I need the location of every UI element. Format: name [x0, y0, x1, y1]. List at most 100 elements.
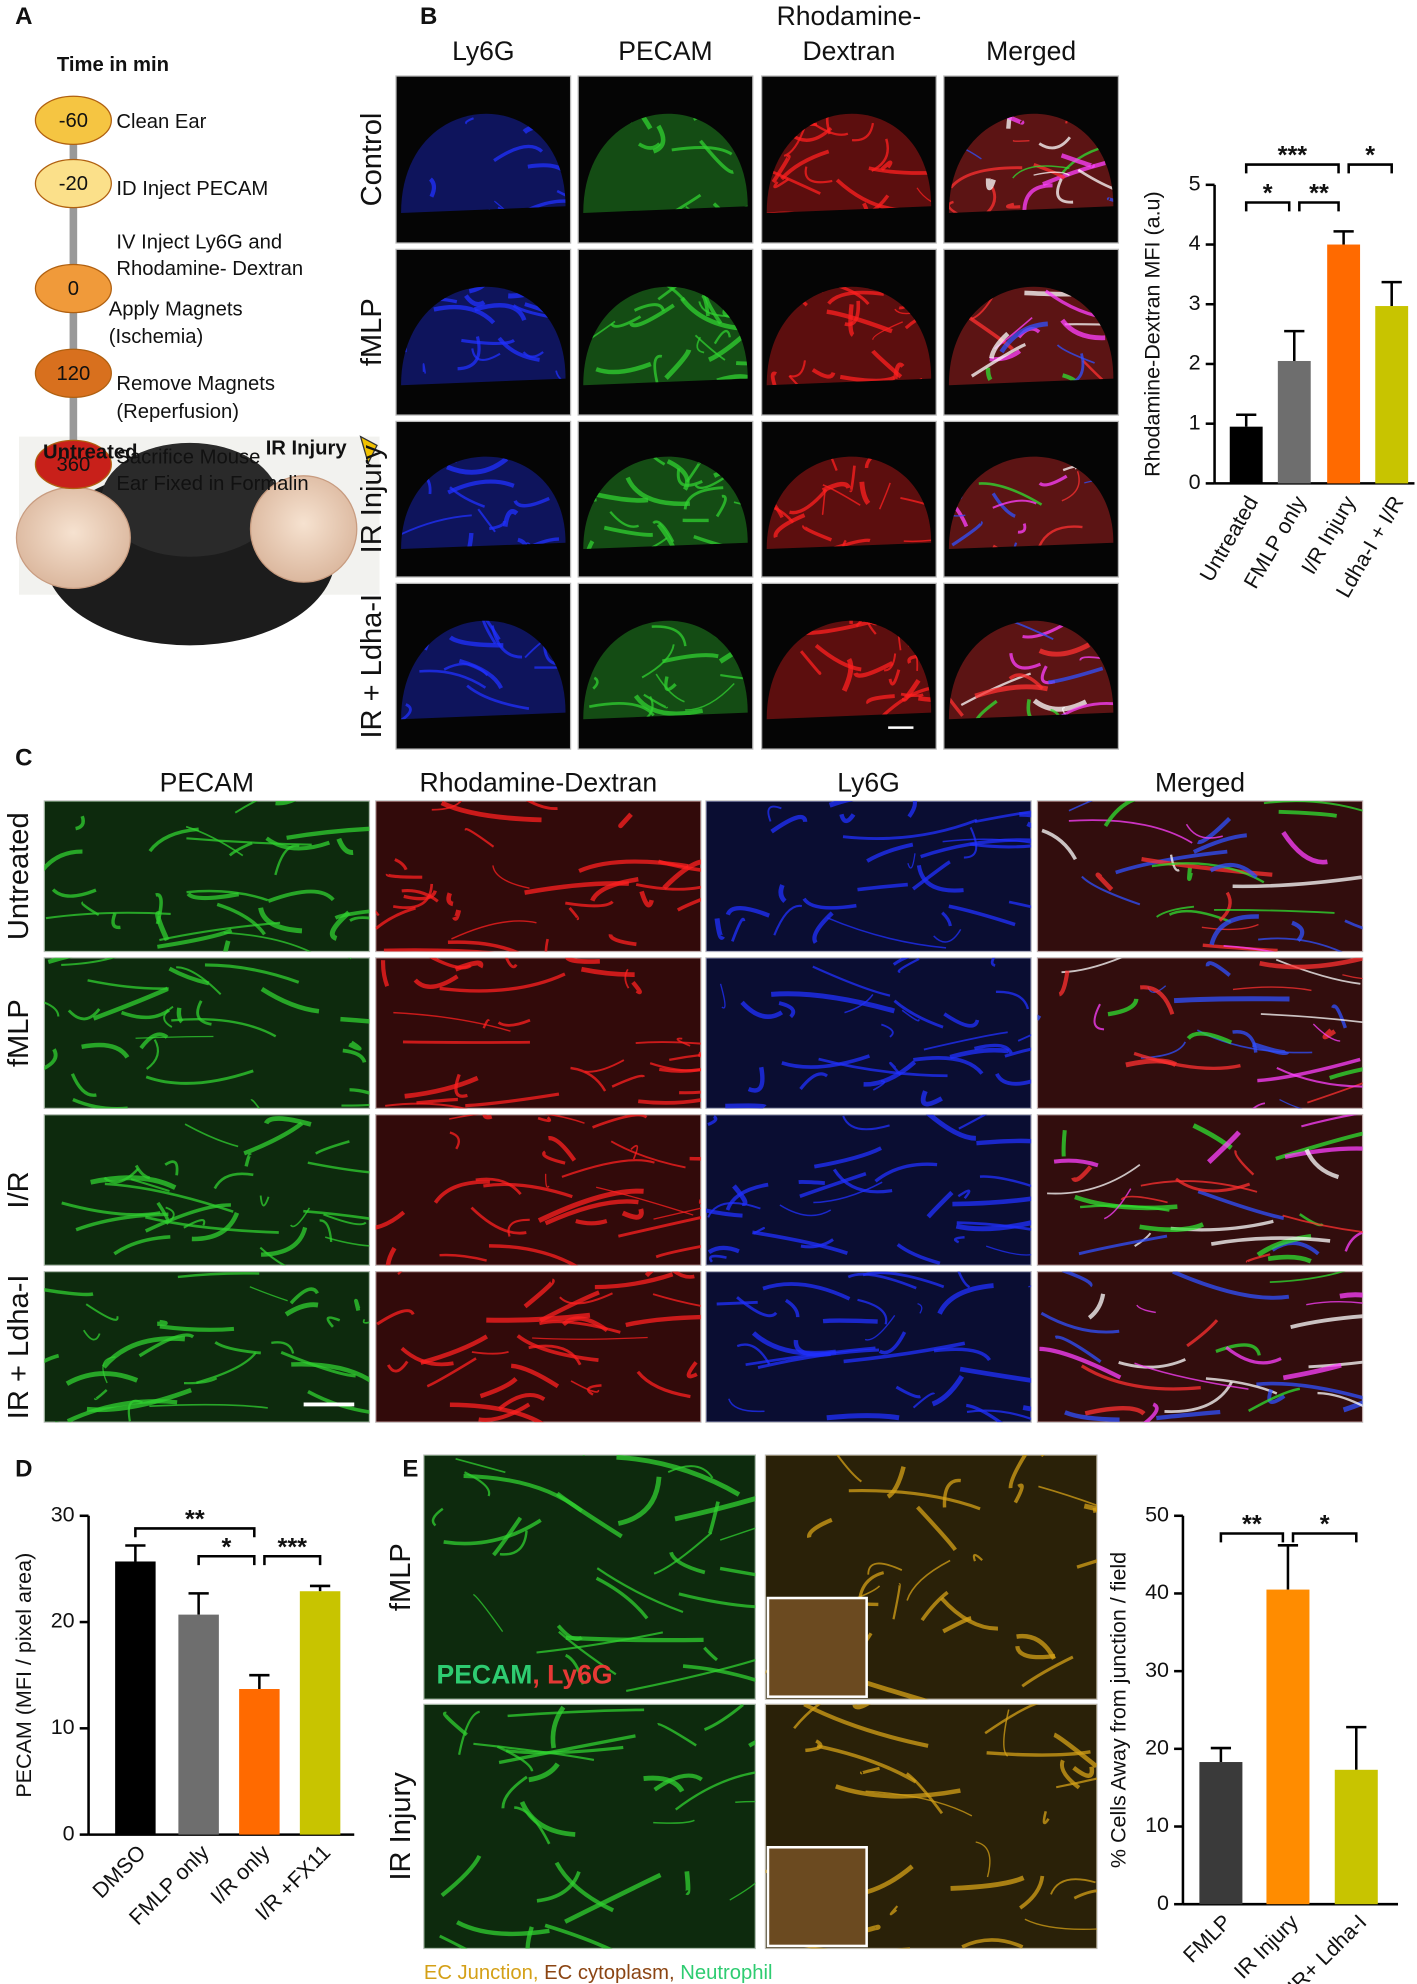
micrograph	[395, 582, 572, 750]
micrograph-vessel	[678, 1592, 756, 1609]
micrograph-vessel	[1186, 1031, 1233, 1045]
micrograph-vessel	[72, 1097, 128, 1109]
micrograph-vessel	[454, 1073, 468, 1098]
micrograph-vessel	[186, 837, 312, 846]
micrograph-vessel	[186, 892, 240, 901]
micrograph-vessel	[492, 865, 530, 889]
micrograph	[761, 248, 937, 416]
micrograph-vessel	[86, 1387, 192, 1413]
micrograph-vessel	[482, 1019, 490, 1029]
micrograph-vessel	[479, 1377, 518, 1399]
micrograph-vessel	[906, 1559, 951, 1601]
micrograph-vessel	[705, 1204, 743, 1218]
overlay-segment: PECAM	[436, 1659, 532, 1689]
micrograph-vessel	[431, 1507, 444, 1527]
micrograph-vessel	[1342, 965, 1363, 981]
micrograph-vessel	[907, 800, 917, 818]
micrograph-vessel	[878, 482, 891, 510]
micrograph-vessel	[580, 966, 635, 978]
micrograph-vessel	[1056, 344, 1095, 364]
micrograph-vessel	[168, 966, 210, 986]
micrograph-vessel	[788, 375, 815, 386]
timeline-node	[34, 158, 112, 209]
micrograph-vessel	[637, 142, 661, 150]
micrograph-vessel	[111, 912, 121, 930]
micrograph-vessel	[558, 1630, 617, 1676]
micrograph-vessel	[633, 694, 704, 716]
micrograph-vessel	[657, 859, 701, 874]
micrograph-vessel	[844, 620, 853, 624]
micrograph-vessel	[1047, 1163, 1141, 1195]
micrograph-detail	[1041, 800, 1363, 952]
bar	[239, 1689, 280, 1835]
micrograph-vessel	[164, 1160, 179, 1176]
timeline-step: Ear Fixed in Formalin	[116, 473, 308, 495]
micrograph	[761, 420, 937, 578]
micrograph-detail	[44, 957, 370, 1109]
micrograph-vessel	[818, 1057, 948, 1078]
micrograph-vessel	[1061, 1271, 1093, 1288]
micrograph-vessel	[863, 1060, 917, 1087]
overlay-label: PECAM, Ly6G	[436, 1659, 612, 1689]
micrograph-vessel	[651, 625, 687, 647]
micrograph-vessel	[592, 676, 599, 690]
micrograph-vessel	[492, 1516, 523, 1557]
micrograph-vessel	[1342, 1386, 1363, 1413]
micrograph-vessel	[699, 139, 734, 174]
micrograph-vessel	[1103, 1188, 1132, 1220]
micrograph	[761, 75, 937, 244]
micrograph-vessel	[274, 844, 300, 876]
micrograph-vessel	[534, 663, 566, 669]
micrograph-vessel	[888, 669, 901, 686]
micrograph-vessel	[953, 1235, 965, 1244]
micrograph-vessel	[401, 514, 472, 536]
micrograph-detail	[439, 1704, 756, 1949]
micrograph-vessel	[731, 917, 746, 942]
micrograph-vessel	[813, 1181, 883, 1204]
micrograph-vessel	[324, 1236, 370, 1247]
micrograph-vessel	[439, 972, 566, 993]
micrograph-vessel	[933, 928, 962, 943]
micrograph-vessel	[842, 1115, 890, 1131]
micrograph-vessel	[85, 1303, 119, 1321]
micrograph-vessel	[184, 1123, 239, 1148]
micrograph-vessel	[608, 537, 668, 550]
micrograph-vessel	[784, 1298, 800, 1318]
micrograph-vessel	[1317, 1391, 1363, 1419]
micrograph-vessel	[920, 838, 1032, 859]
micrograph-frame	[577, 420, 754, 578]
bar	[178, 1614, 219, 1835]
micrograph-vessel	[611, 1074, 646, 1088]
column-header: Dextran	[802, 36, 895, 66]
micrograph-vessel	[832, 1168, 893, 1194]
micrograph-vessel	[635, 879, 701, 891]
micrograph-vessel	[942, 1478, 961, 1508]
micrograph-vessel	[1106, 197, 1114, 209]
micrograph-vessel	[658, 1050, 701, 1073]
micrograph-vessel	[1060, 1759, 1081, 1790]
micrograph-vessel	[505, 199, 566, 213]
bar	[1277, 360, 1311, 484]
micrograph	[705, 800, 1032, 953]
micrograph-vessel	[770, 814, 808, 834]
micrograph-frame	[943, 248, 1120, 416]
micrograph-vessel	[948, 495, 969, 528]
micrograph-vessel	[559, 1292, 613, 1305]
micrograph-vessel	[284, 1302, 319, 1317]
micrograph	[577, 582, 754, 750]
micrograph-vessel	[874, 1162, 938, 1183]
micrograph-vessel	[1103, 800, 1154, 828]
y-tick-label: 30	[1145, 1658, 1169, 1682]
micrograph-vessel	[1024, 1918, 1097, 1930]
micrograph-vessel	[1139, 1222, 1204, 1232]
micrograph-vessel	[171, 1017, 277, 1038]
micrograph-vessel	[713, 329, 731, 345]
micrograph-vessel	[1073, 1889, 1097, 1900]
micrograph-vessel	[789, 360, 807, 378]
micrograph-vessel	[392, 883, 434, 909]
micrograph-vessel	[148, 827, 199, 853]
micrograph-vessel	[135, 1035, 214, 1039]
micrograph-vessel	[1169, 854, 1180, 872]
micrograph-vessel	[586, 1384, 602, 1396]
micrograph-frame	[761, 248, 937, 416]
